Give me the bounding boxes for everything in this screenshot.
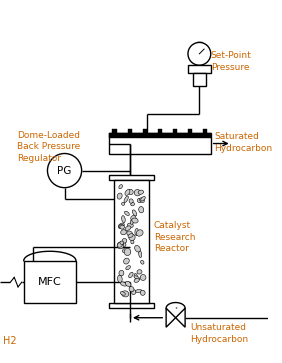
Ellipse shape (133, 210, 137, 216)
Ellipse shape (120, 282, 127, 286)
Ellipse shape (140, 274, 146, 280)
Ellipse shape (119, 185, 122, 189)
Ellipse shape (132, 218, 138, 223)
Ellipse shape (124, 248, 131, 256)
Ellipse shape (118, 275, 122, 282)
Ellipse shape (125, 281, 131, 286)
Text: Set-Point
Pressure: Set-Point Pressure (211, 51, 252, 72)
Ellipse shape (118, 223, 124, 228)
Ellipse shape (130, 218, 134, 224)
Bar (188, 65, 211, 73)
Ellipse shape (117, 242, 124, 249)
Ellipse shape (139, 250, 142, 257)
Text: Catalyst
Research
Reactor: Catalyst Research Reactor (154, 221, 195, 253)
Ellipse shape (131, 203, 135, 206)
Ellipse shape (134, 278, 139, 282)
Bar (173, 129, 177, 132)
Bar (158, 129, 162, 132)
Ellipse shape (140, 198, 144, 203)
Ellipse shape (137, 270, 142, 274)
Ellipse shape (136, 230, 143, 236)
Ellipse shape (135, 245, 140, 252)
Ellipse shape (117, 193, 122, 199)
Ellipse shape (141, 260, 144, 264)
Ellipse shape (119, 224, 124, 228)
Text: MFC: MFC (38, 277, 62, 287)
Bar (127, 129, 132, 132)
Ellipse shape (120, 241, 124, 244)
Bar (109, 175, 154, 180)
Ellipse shape (120, 225, 124, 229)
Text: Dome-Loaded
Back Pressure
Regulator: Dome-Loaded Back Pressure Regulator (17, 131, 80, 163)
Bar (203, 129, 208, 132)
Ellipse shape (135, 228, 138, 236)
Bar (188, 129, 192, 132)
Ellipse shape (122, 248, 127, 253)
Ellipse shape (129, 199, 133, 203)
Ellipse shape (122, 216, 125, 223)
Ellipse shape (140, 290, 145, 295)
Ellipse shape (124, 258, 129, 264)
Ellipse shape (127, 231, 133, 236)
Text: H2: H2 (3, 337, 16, 346)
Ellipse shape (129, 234, 135, 241)
Text: Saturated
Hydrocarbon: Saturated Hydrocarbon (215, 132, 273, 152)
Ellipse shape (122, 202, 125, 205)
Ellipse shape (138, 190, 144, 194)
Ellipse shape (134, 273, 137, 278)
Ellipse shape (128, 234, 133, 237)
Ellipse shape (134, 189, 141, 196)
Ellipse shape (126, 266, 131, 270)
Ellipse shape (129, 286, 134, 292)
Ellipse shape (118, 242, 123, 247)
Ellipse shape (122, 291, 129, 297)
Ellipse shape (119, 270, 124, 276)
Ellipse shape (137, 198, 142, 203)
Ellipse shape (125, 226, 131, 231)
Ellipse shape (128, 189, 133, 195)
Ellipse shape (121, 230, 126, 235)
Polygon shape (166, 308, 176, 327)
Bar (109, 303, 154, 308)
Ellipse shape (131, 216, 136, 221)
Ellipse shape (131, 240, 134, 244)
Text: Unsaturated
Hydrocarbon: Unsaturated Hydrocarbon (190, 323, 248, 344)
Ellipse shape (134, 276, 140, 280)
Bar (114, 180, 149, 303)
Ellipse shape (129, 272, 133, 278)
Ellipse shape (139, 207, 144, 213)
Ellipse shape (136, 289, 142, 293)
Bar (113, 129, 117, 132)
Circle shape (47, 154, 82, 188)
Ellipse shape (122, 238, 127, 243)
Bar (193, 73, 206, 86)
Polygon shape (176, 308, 185, 327)
Bar (24, 261, 76, 303)
Bar (143, 129, 147, 132)
Bar (109, 132, 211, 138)
Ellipse shape (125, 189, 130, 195)
Bar (109, 132, 211, 154)
Ellipse shape (124, 211, 129, 216)
Ellipse shape (120, 242, 126, 247)
Ellipse shape (120, 292, 125, 295)
Ellipse shape (132, 290, 136, 294)
Circle shape (188, 42, 211, 65)
Ellipse shape (127, 223, 133, 228)
Text: PG: PG (57, 166, 72, 176)
Ellipse shape (124, 196, 128, 203)
Ellipse shape (141, 196, 145, 201)
